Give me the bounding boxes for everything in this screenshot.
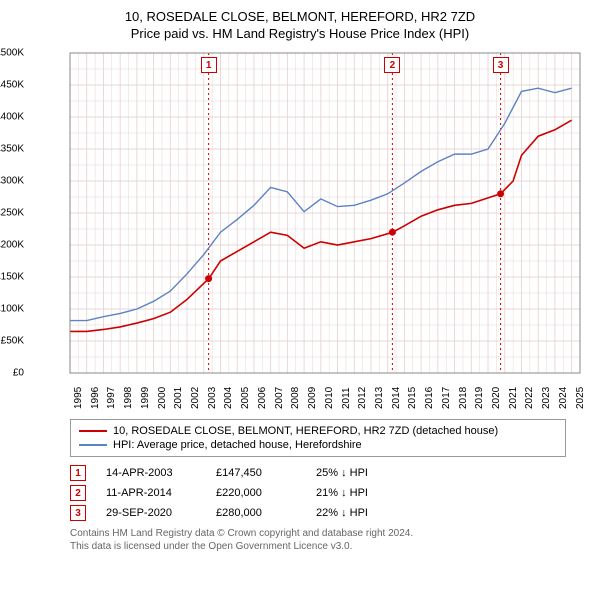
x-tick-label: 2000 [157, 387, 168, 409]
y-tick-label: £50K [1, 336, 24, 347]
x-tick-label: 2008 [290, 387, 301, 409]
sale-marker-date: 14-APR-2003 [106, 467, 196, 479]
sale-marker-number: 1 [70, 465, 86, 481]
sale-marker-row: 2 11-APR-2014 £220,000 21% ↓ HPI [70, 483, 566, 503]
sale-marker-date: 29-SEP-2020 [106, 507, 196, 519]
x-tick-label: 2005 [240, 387, 251, 409]
x-tick-label: 2011 [341, 388, 352, 410]
sale-marker-row: 3 29-SEP-2020 £280,000 22% ↓ HPI [70, 503, 566, 523]
sale-marker-box: 1 [201, 57, 217, 73]
x-tick-label: 2017 [441, 387, 452, 409]
y-tick-label: £200K [0, 240, 24, 251]
sale-marker-delta: 25% ↓ HPI [316, 467, 368, 479]
y-tick-label: £0 [13, 368, 24, 379]
x-tick-label: 2004 [223, 387, 234, 409]
sale-marker-number: 3 [70, 505, 86, 521]
sale-marker-list: 1 14-APR-2003 £147,450 25% ↓ HPI 2 11-APR-201… [70, 463, 566, 523]
x-tick-label: 2007 [274, 387, 285, 409]
chart-title-line2: Price paid vs. HM Land Registry's House … [10, 26, 590, 41]
x-tick-label: 1997 [106, 387, 117, 409]
legend-row: HPI: Average price, detached house, Here… [79, 438, 557, 452]
y-tick-label: £500K [0, 48, 24, 59]
sale-marker-box: 3 [493, 57, 509, 73]
sale-marker-box: 2 [384, 57, 400, 73]
chart-svg [28, 47, 588, 379]
x-tick-label: 2003 [207, 387, 218, 409]
x-tick-label: 1998 [123, 387, 134, 409]
x-tick-label: 2001 [173, 387, 184, 409]
sale-marker-price: £280,000 [216, 507, 296, 519]
x-tick-label: 2002 [190, 387, 201, 409]
x-tick-label: 1996 [90, 387, 101, 409]
y-tick-label: £400K [0, 112, 24, 123]
x-tick-label: 2015 [407, 387, 418, 409]
legend-swatch [79, 444, 107, 446]
x-tick-label: 2016 [424, 387, 435, 409]
y-tick-label: £250K [0, 208, 24, 219]
x-tick-label: 2013 [374, 387, 385, 409]
sale-marker-delta: 22% ↓ HPI [316, 507, 368, 519]
footer-line-2: This data is licensed under the Open Gov… [70, 540, 566, 553]
y-tick-label: £450K [0, 80, 24, 91]
x-tick-label: 2010 [324, 387, 335, 409]
sale-marker-price: £147,450 [216, 467, 296, 479]
x-tick-label: 2018 [458, 387, 469, 409]
legend-box: 10, ROSEDALE CLOSE, BELMONT, HEREFORD, H… [70, 419, 566, 457]
x-tick-label: 2020 [491, 387, 502, 409]
x-tick-label: 2024 [558, 387, 569, 409]
x-tick-label: 1999 [140, 387, 151, 409]
legend-row: 10, ROSEDALE CLOSE, BELMONT, HEREFORD, H… [79, 424, 557, 438]
y-tick-label: £350K [0, 144, 24, 155]
legend-label: HPI: Average price, detached house, Here… [113, 439, 362, 451]
sale-marker-row: 1 14-APR-2003 £147,450 25% ↓ HPI [70, 463, 566, 483]
x-tick-label: 2014 [391, 387, 402, 409]
y-tick-label: £300K [0, 176, 24, 187]
x-tick-label: 2012 [357, 387, 368, 409]
x-tick-label: 2009 [307, 387, 318, 409]
x-tick-label: 2023 [541, 387, 552, 409]
sale-marker-delta: 21% ↓ HPI [316, 487, 368, 499]
sale-marker-number: 2 [70, 485, 86, 501]
chart-title-line1: 10, ROSEDALE CLOSE, BELMONT, HEREFORD, H… [10, 8, 590, 26]
y-tick-label: £150K [0, 272, 24, 283]
x-tick-label: 2019 [474, 387, 485, 409]
x-tick-label: 2006 [257, 387, 268, 409]
x-tick-label: 2025 [575, 387, 586, 409]
footer-attribution: Contains HM Land Registry data © Crown c… [70, 527, 566, 553]
x-tick-label: 2021 [508, 387, 519, 409]
footer-line-1: Contains HM Land Registry data © Crown c… [70, 527, 566, 540]
chart-plot-area: £0£50K£100K£150K£200K£250K£300K£350K£400… [28, 47, 588, 379]
x-tick-label: 1995 [73, 387, 84, 409]
x-axis-labels: 1995 1996 1997 1998 1999 2000 2001 2002 2003 2004… [28, 379, 588, 415]
legend-label: 10, ROSEDALE CLOSE, BELMONT, HEREFORD, H… [113, 425, 498, 437]
legend-swatch [79, 430, 107, 432]
x-tick-label: 2022 [524, 387, 535, 409]
y-tick-label: £100K [0, 304, 24, 315]
sale-marker-price: £220,000 [216, 487, 296, 499]
sale-marker-date: 11-APR-2014 [106, 487, 196, 499]
